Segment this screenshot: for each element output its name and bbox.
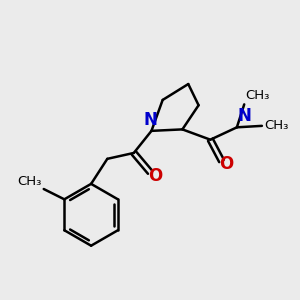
Text: CH₃: CH₃ — [246, 89, 270, 102]
Text: O: O — [148, 167, 162, 184]
Text: N: N — [238, 107, 251, 125]
Text: CH₃: CH₃ — [17, 175, 42, 188]
Text: N: N — [144, 111, 158, 129]
Text: CH₃: CH₃ — [264, 119, 288, 132]
Text: O: O — [219, 155, 234, 173]
